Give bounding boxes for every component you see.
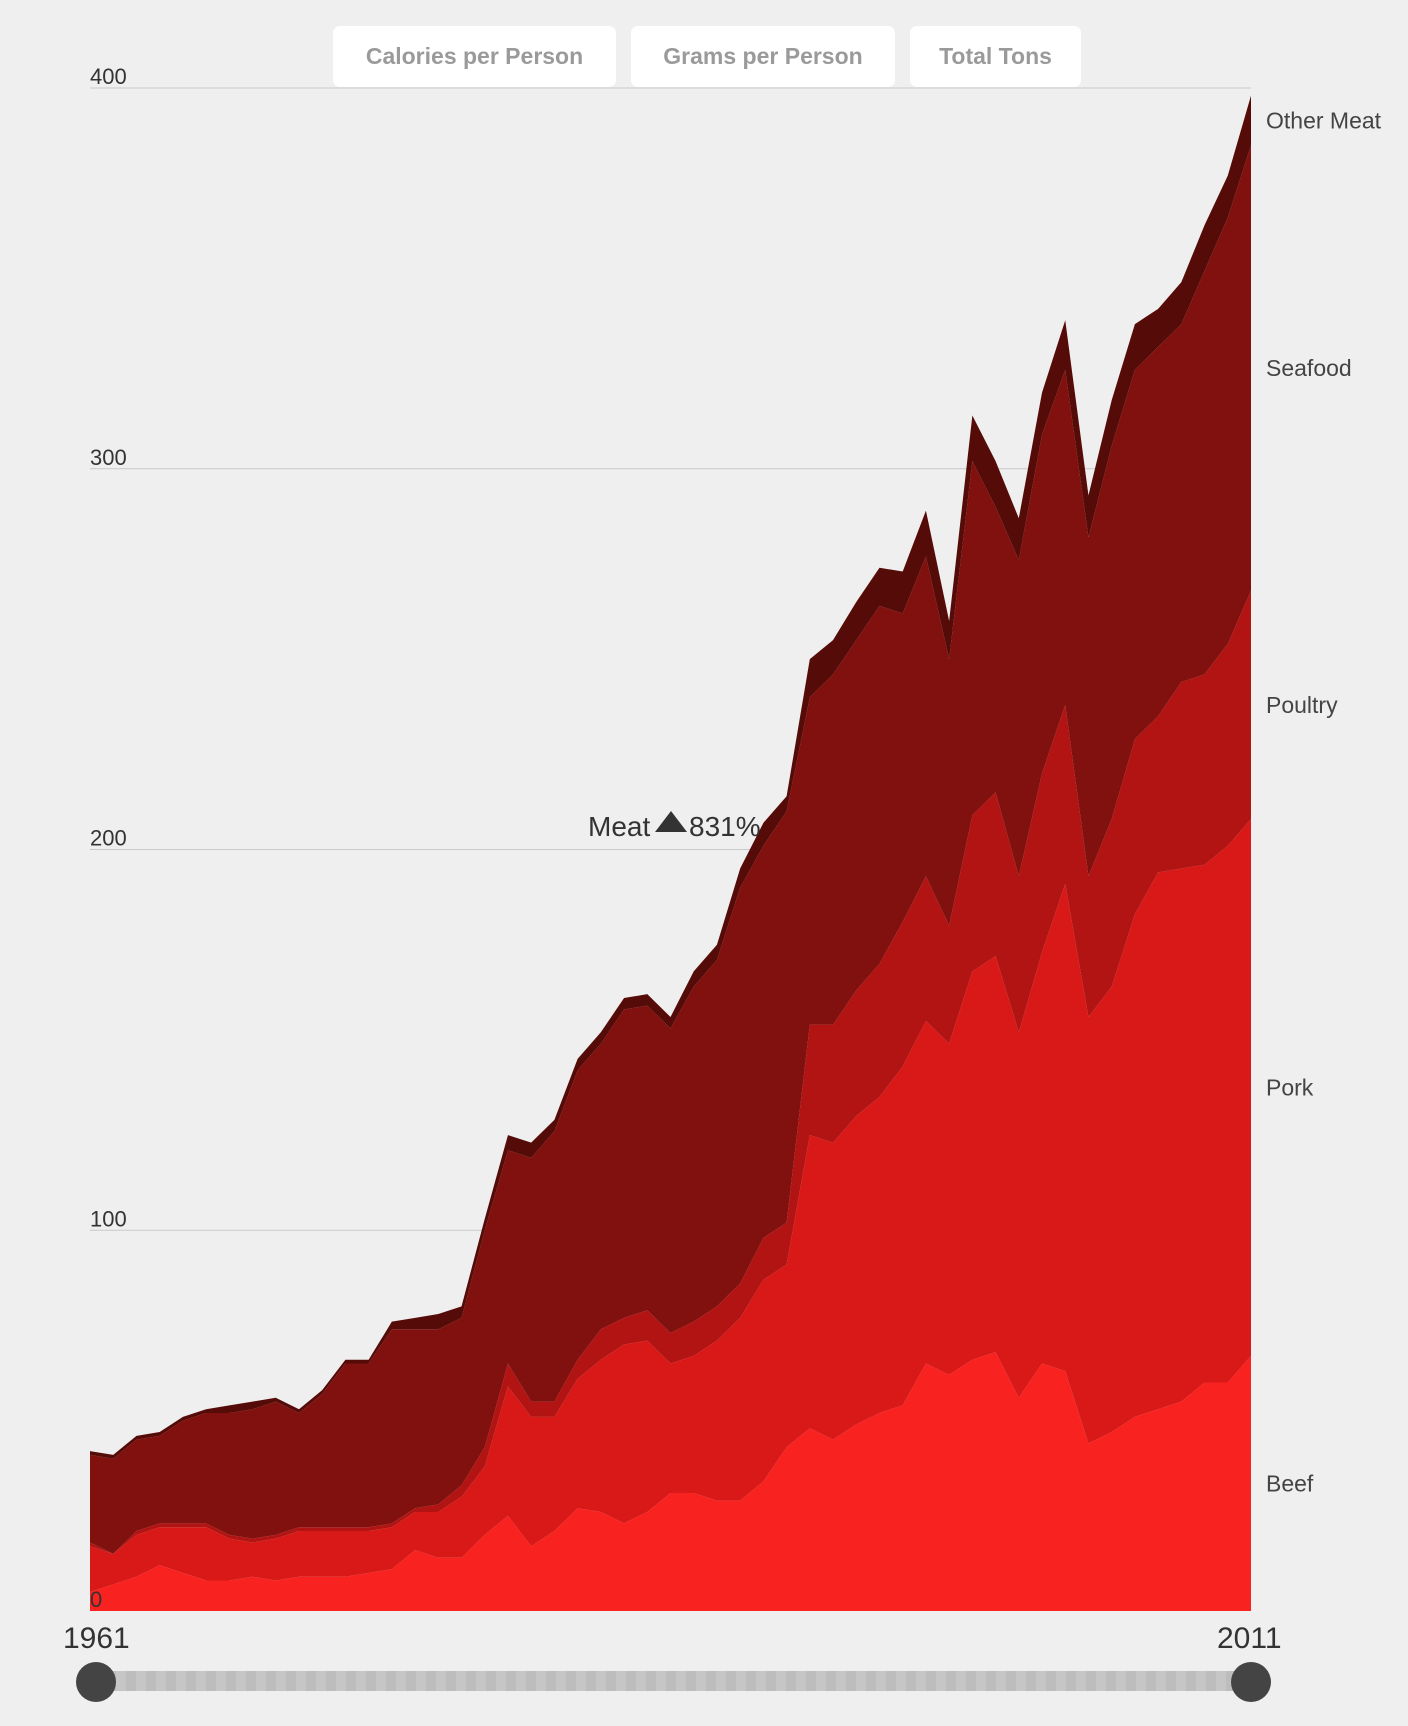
slider-start-handle[interactable] <box>76 1662 116 1702</box>
tab-grams-per-person[interactable]: Grams per Person <box>631 26 895 87</box>
meat-change-annotation: Meat 831% <box>588 811 761 842</box>
series-label-other-meat: Other Meat <box>1266 107 1382 133</box>
annotation-change: 831% <box>689 811 761 842</box>
series-label-poultry: Poultry <box>1266 692 1338 718</box>
y-tick-label-0: 0 <box>90 1587 102 1612</box>
annotation-label: Meat <box>588 811 650 842</box>
range-start-year: 1961 <box>63 1622 130 1655</box>
tab-total-tons[interactable]: Total Tons <box>910 26 1081 87</box>
y-tick-label-300: 300 <box>90 445 127 470</box>
area-pork <box>90 819 1251 1592</box>
range-end-year: 2011 <box>1217 1622 1282 1655</box>
area-poultry <box>90 590 1251 1554</box>
metric-tabs: Calories per Person Grams per Person Tot… <box>333 26 1096 87</box>
y-tick-label-200: 200 <box>90 826 127 851</box>
series-label-beef: Beef <box>1266 1470 1314 1496</box>
up-triangle-icon <box>655 811 687 832</box>
tab-calories-per-person[interactable]: Calories per Person <box>333 26 616 87</box>
slider-end-handle[interactable] <box>1231 1662 1271 1702</box>
area-series <box>90 95 1251 1611</box>
area-beef <box>90 1352 1251 1611</box>
series-label-pork: Pork <box>1266 1074 1314 1100</box>
series-labels: Beef Pork Poultry Seafood Other Meat <box>1266 107 1382 1496</box>
series-label-seafood: Seafood <box>1266 355 1352 381</box>
y-axis-ticks: 0 100 200 300 400 <box>90 64 127 1612</box>
area-seafood <box>90 145 1251 1554</box>
y-tick-label-100: 100 <box>90 1206 127 1231</box>
year-range-slider-track[interactable] <box>96 1671 1251 1691</box>
y-tick-label-400: 400 <box>90 64 127 89</box>
